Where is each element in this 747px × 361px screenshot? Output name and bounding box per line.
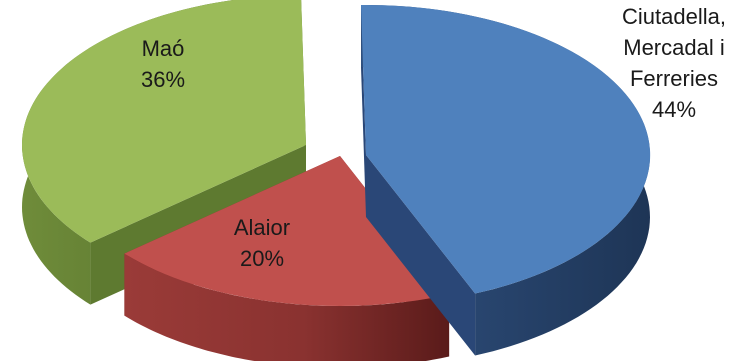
- pie-slice-top-2: [22, 0, 306, 243]
- slice-label-2: Maó 36%: [141, 36, 185, 92]
- slice-percent-label: 36%: [141, 67, 185, 92]
- pie-slice-0: [361, 4, 651, 356]
- slice-category-label: Maó: [142, 36, 185, 61]
- slice-percent-label: 20%: [240, 246, 284, 271]
- slice-percent-label: 44%: [652, 97, 696, 122]
- slice-label-1: Alaior 20%: [234, 215, 290, 271]
- slice-category-label: Ciutadella,: [622, 4, 726, 29]
- pie-slice-wall-0: [366, 155, 476, 356]
- slice-category-label: Ferreries: [630, 66, 718, 91]
- pie-slice-top-0: [361, 4, 651, 294]
- pie-labels: Ciutadella, Mercadal i Ferreries 44% Alaior 2…: [141, 4, 726, 271]
- pie-slices: [22, 0, 651, 361]
- slice-category-label: Alaior: [234, 215, 290, 240]
- slice-category-label: Mercadal i: [623, 35, 724, 60]
- slice-label-0: Ciutadella, Mercadal i Ferreries 44%: [622, 4, 726, 122]
- pie-slice-side-1: [124, 253, 450, 361]
